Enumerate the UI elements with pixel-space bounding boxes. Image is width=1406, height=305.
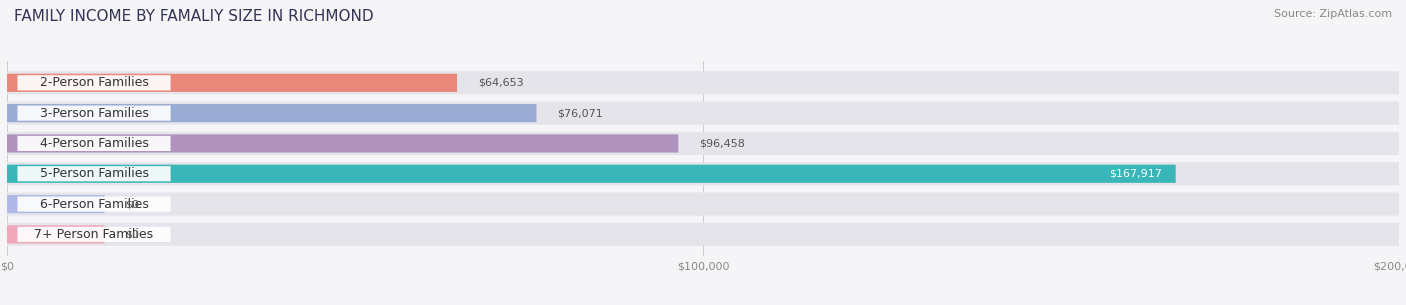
Text: $64,653: $64,653 [478, 78, 523, 88]
FancyBboxPatch shape [7, 134, 678, 152]
FancyBboxPatch shape [17, 227, 170, 242]
FancyBboxPatch shape [7, 192, 1399, 216]
FancyBboxPatch shape [7, 162, 1399, 185]
FancyBboxPatch shape [7, 102, 1399, 125]
FancyBboxPatch shape [7, 165, 1175, 183]
Text: 2-Person Families: 2-Person Families [39, 76, 149, 89]
Text: $0: $0 [125, 229, 139, 239]
Text: 6-Person Families: 6-Person Families [39, 198, 149, 210]
FancyBboxPatch shape [17, 136, 170, 151]
FancyBboxPatch shape [17, 196, 170, 212]
Text: 5-Person Families: 5-Person Families [39, 167, 149, 180]
FancyBboxPatch shape [7, 104, 537, 122]
FancyBboxPatch shape [7, 225, 104, 243]
FancyBboxPatch shape [17, 106, 170, 121]
Text: 4-Person Families: 4-Person Families [39, 137, 149, 150]
FancyBboxPatch shape [7, 195, 104, 213]
FancyBboxPatch shape [7, 71, 1399, 94]
FancyBboxPatch shape [17, 75, 170, 90]
Text: $167,917: $167,917 [1109, 169, 1161, 179]
FancyBboxPatch shape [7, 223, 1399, 246]
FancyBboxPatch shape [17, 166, 170, 181]
FancyBboxPatch shape [7, 74, 457, 92]
Text: $76,071: $76,071 [557, 108, 603, 118]
Text: Source: ZipAtlas.com: Source: ZipAtlas.com [1274, 9, 1392, 19]
Text: 3-Person Families: 3-Person Families [39, 107, 149, 120]
Text: 7+ Person Families: 7+ Person Families [35, 228, 153, 241]
FancyBboxPatch shape [7, 132, 1399, 155]
Text: $96,458: $96,458 [699, 138, 745, 149]
Text: $0: $0 [125, 199, 139, 209]
Text: FAMILY INCOME BY FAMALIY SIZE IN RICHMOND: FAMILY INCOME BY FAMALIY SIZE IN RICHMON… [14, 9, 374, 24]
